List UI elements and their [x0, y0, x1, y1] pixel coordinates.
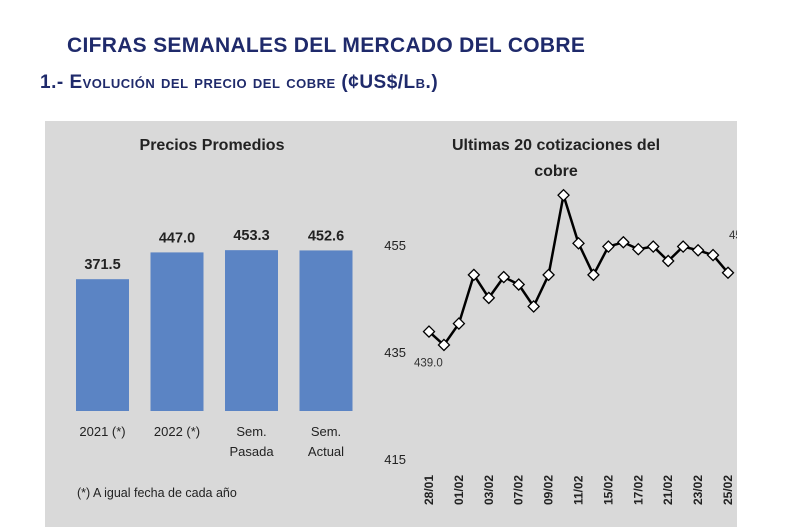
- line-marker-7: [527, 300, 541, 313]
- line-marker-12: [601, 240, 615, 253]
- page-title: CIFRAS SEMANALES DEL MERCADO DEL COBRE: [67, 34, 586, 57]
- bar-category-label-0-0: 2021 (*): [79, 424, 125, 439]
- bar-chart: Precios Promedios 371.5 447.0 453.3 452.6 2…: [76, 137, 353, 500]
- x-tick-label-10: 25/02: [721, 475, 735, 505]
- bar-value-label-0: 371.5: [84, 257, 120, 273]
- line-marker-13: [616, 235, 630, 249]
- charts-svg: Precios Promedios 371.5 447.0 453.3 452.6 2…: [76, 137, 758, 505]
- line-marker-1: [437, 338, 451, 352]
- line-y-tick-labels: 415 435 455: [384, 238, 406, 467]
- line-marker-5: [497, 270, 511, 284]
- bar-category-label-3-0: Sem.: [311, 424, 341, 439]
- bar-chart-title: Precios Promedios: [140, 137, 285, 154]
- line-markers: [422, 188, 735, 352]
- x-tick-label-8: 21/02: [661, 475, 675, 505]
- line-x-tick-labels: 28/01 01/02 03/02 07/02 09/02 11/02 15/02 17/02…: [422, 475, 735, 505]
- line-marker-18: [691, 243, 705, 257]
- line-marker-14: [631, 242, 645, 256]
- line-marker-15: [646, 240, 660, 253]
- line-chart-title-line-2: cobre: [534, 163, 578, 180]
- line-marker-4: [482, 291, 496, 305]
- bar-category-label-2-0: Sem.: [236, 424, 266, 439]
- line-marker-6: [512, 278, 526, 291]
- line-marker-8: [542, 268, 556, 282]
- bar-1: [150, 252, 204, 411]
- x-tick-label-3: 07/02: [512, 475, 526, 505]
- line-chart: Ultimas 20 cotizaciones del cobre 415 435…: [384, 137, 758, 505]
- line-marker-2: [452, 317, 466, 330]
- line-marker-0: [422, 325, 436, 339]
- line-annotation-1: 450.0: [729, 230, 737, 242]
- line-marker-9: [557, 188, 570, 202]
- line-annotations: 439.0 450.0: [414, 230, 758, 370]
- x-tick-label-7: 17/02: [631, 475, 645, 505]
- charts-panel: Precios Promedios 371.5 447.0 453.3 452.6 2…: [45, 121, 758, 527]
- x-tick-label-0: 28/01: [422, 475, 436, 505]
- bar-value-labels: 371.5 447.0 453.3 452.6: [84, 228, 344, 273]
- bar-category-labels: 2021 (*) 2022 (*) Sem. Pasada Sem. Actual: [79, 424, 344, 459]
- line-chart-title-line-1: Ultimas 20 cotizaciones del: [452, 137, 660, 154]
- x-tick-label-2: 03/02: [482, 475, 496, 505]
- x-tick-label-5: 11/02: [572, 475, 586, 505]
- bar-value-label-2: 453.3: [233, 228, 269, 244]
- line-annotation-0: 439.0: [414, 358, 443, 370]
- line-marker-16: [661, 254, 675, 268]
- line-marker-3: [467, 268, 481, 282]
- bar-3: [299, 250, 353, 411]
- line-marker-11: [587, 268, 600, 282]
- bar-category-label-1-0: 2022 (*): [154, 424, 200, 439]
- x-tick-label-1: 01/02: [452, 475, 466, 505]
- bar-value-label-3: 452.6: [308, 228, 344, 244]
- bars: [76, 250, 353, 411]
- x-tick-label-6: 15/02: [601, 475, 615, 505]
- line-marker-17: [676, 240, 690, 253]
- x-tick-label-9: 23/02: [691, 475, 705, 505]
- line-marker-20: [721, 266, 735, 280]
- page-subtitle: 1.- Evolución del precio del cobre (¢US$…: [40, 72, 439, 93]
- bar-0: [76, 279, 129, 411]
- y-tick-label-2: 455: [384, 238, 406, 253]
- line-marker-19: [706, 248, 720, 262]
- line-marker-10: [572, 236, 585, 250]
- bar-value-label-1: 447.0: [159, 230, 195, 246]
- bar-category-label-2-1: Pasada: [229, 444, 274, 459]
- y-tick-label-0: 415: [384, 452, 406, 467]
- bar-category-label-3-1: Actual: [308, 444, 344, 459]
- bar-2: [225, 250, 278, 411]
- x-tick-label-4: 09/02: [542, 475, 556, 505]
- bar-chart-footnote: (*) A igual fecha de cada año: [77, 486, 237, 500]
- y-tick-label-1: 435: [384, 345, 406, 360]
